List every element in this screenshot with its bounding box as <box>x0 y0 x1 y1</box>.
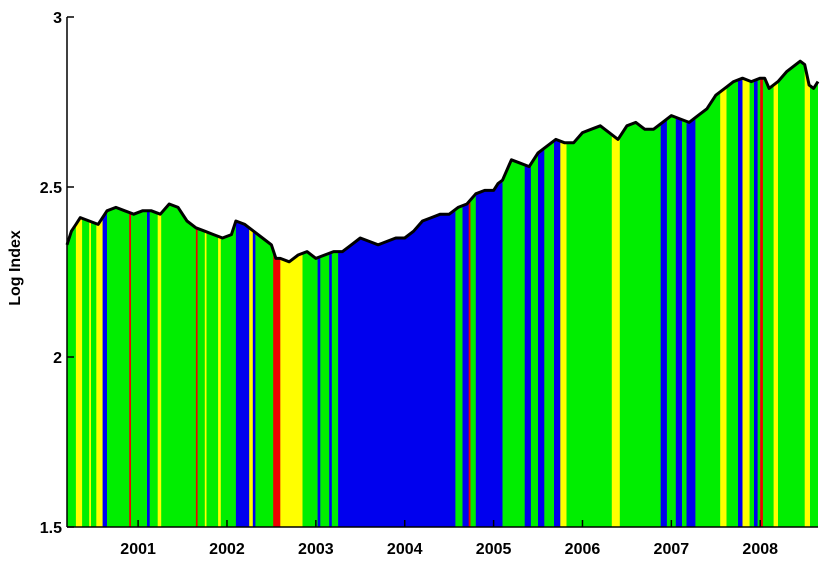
regime-band <box>249 61 254 527</box>
x-tick-label: 2007 <box>654 541 690 558</box>
y-tick-label: 3 <box>53 10 62 27</box>
regime-band <box>331 61 339 527</box>
regime-band <box>75 61 83 527</box>
regime-band <box>468 61 471 527</box>
regime-band <box>197 61 206 527</box>
regime-band <box>524 61 532 527</box>
regime-band <box>91 61 97 527</box>
regime-band <box>107 61 130 527</box>
x-tick-label: 2002 <box>209 541 245 558</box>
regime-band <box>320 61 330 527</box>
regime-band <box>67 61 77 527</box>
y-tick-label: 2 <box>53 350 62 367</box>
regime-band <box>778 61 806 527</box>
regime-band <box>682 61 687 527</box>
regime-band <box>218 61 222 527</box>
regime-band <box>720 61 727 527</box>
x-tick-label: 2001 <box>120 541 156 558</box>
regime-band <box>302 61 318 527</box>
regime-band <box>695 61 721 527</box>
regime-band <box>738 61 743 527</box>
regime-band <box>773 61 779 527</box>
regime-band <box>147 61 151 527</box>
regime-band <box>538 61 545 527</box>
regime-band <box>338 61 456 527</box>
regime-band <box>206 61 219 527</box>
regime-band <box>317 61 321 527</box>
y-tick-label: 2.5 <box>40 180 62 197</box>
x-tick-label: 2005 <box>476 541 512 558</box>
regime-band <box>754 61 758 527</box>
x-tick-label: 2008 <box>742 541 778 558</box>
regime-band <box>204 61 207 527</box>
regime-band <box>742 61 750 527</box>
regime-band <box>810 61 818 527</box>
regime-band <box>157 61 162 527</box>
log-index-line <box>65 59 820 264</box>
regime-band <box>554 61 561 527</box>
regime-band <box>96 61 103 527</box>
regime-band <box>530 61 539 527</box>
regime-band <box>273 61 281 527</box>
regime-band <box>804 61 811 527</box>
regime-band <box>675 61 683 527</box>
regime-band <box>686 61 696 527</box>
regime-band <box>611 61 621 527</box>
regime-band <box>82 61 90 527</box>
x-tick-label: 2004 <box>387 541 423 558</box>
regime-band <box>726 61 739 527</box>
regime-band <box>131 61 148 527</box>
regime-band <box>560 61 567 527</box>
y-axis-title: Log Index <box>7 230 24 306</box>
regime-band <box>660 61 668 527</box>
regime-band <box>195 61 199 527</box>
regime-band <box>462 61 470 527</box>
regime-band <box>455 61 463 527</box>
regime-band <box>102 61 108 527</box>
regime-band <box>149 61 159 527</box>
x-ticks: 2001 2002 2003 2004 2005 2006 2007 2008 <box>120 520 778 558</box>
x-tick-label: 2006 <box>565 541 601 558</box>
x-tick-label: 2003 <box>298 541 334 558</box>
regime-band <box>666 61 677 527</box>
regime-band <box>475 61 503 527</box>
y-ticks: 1.5 2 2.5 3 <box>40 10 74 537</box>
regime-band <box>252 61 256 527</box>
regime-band <box>255 61 274 527</box>
regime-band <box>502 61 526 527</box>
regime-band <box>235 61 250 527</box>
regime-band <box>280 61 303 527</box>
regime-band <box>619 61 662 527</box>
regime-band <box>757 61 761 527</box>
regime-band <box>566 61 613 527</box>
regime-band <box>220 61 237 527</box>
regime-band <box>470 61 477 527</box>
regime-band <box>762 61 774 527</box>
regime-band <box>760 61 764 527</box>
regime-bands <box>67 61 818 527</box>
y-tick-label: 1.5 <box>40 520 62 537</box>
regime-band <box>329 61 333 527</box>
regime-band <box>749 61 755 527</box>
regime-band <box>544 61 555 527</box>
regime-band <box>161 61 197 527</box>
regime-band <box>89 61 92 527</box>
regime-band <box>129 61 132 527</box>
